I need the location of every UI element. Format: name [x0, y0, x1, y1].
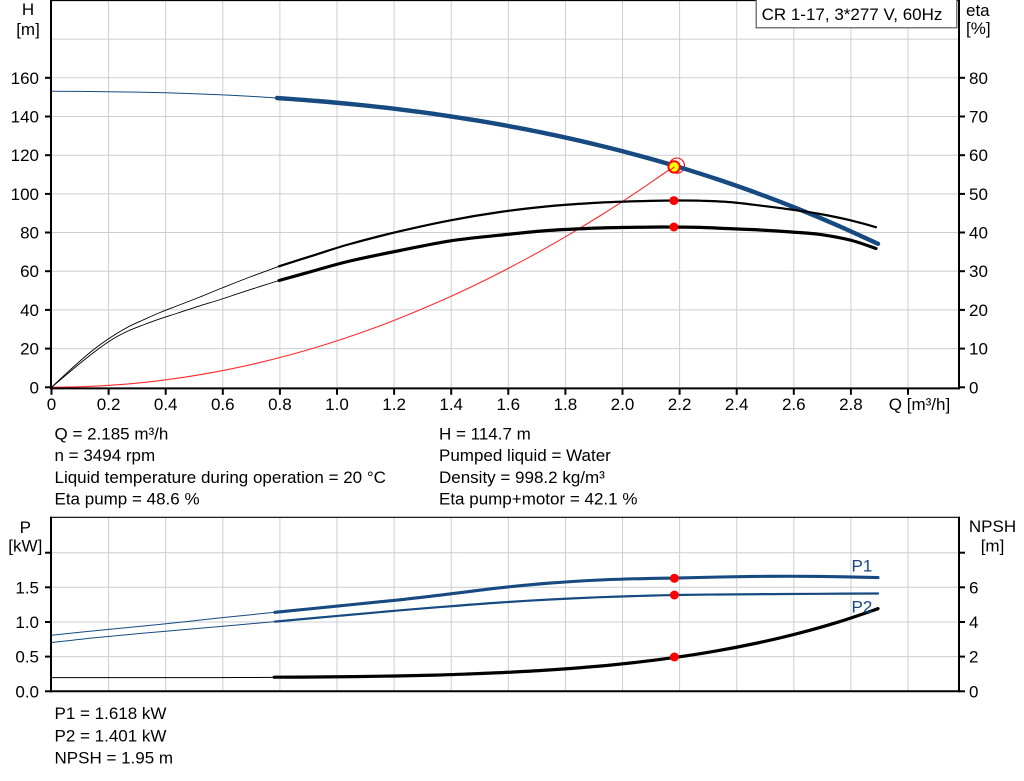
svg-text:0: 0	[47, 395, 56, 414]
svg-text:P: P	[20, 518, 31, 537]
svg-text:2: 2	[969, 648, 978, 667]
svg-text:Eta pump+motor = 42.1 %: Eta pump+motor = 42.1 %	[439, 490, 637, 509]
svg-text:40: 40	[969, 224, 988, 243]
svg-text:CR 1-17, 3*277 V, 60Hz: CR 1-17, 3*277 V, 60Hz	[762, 5, 943, 24]
svg-text:Eta pump = 48.6 %: Eta pump = 48.6 %	[55, 490, 200, 509]
svg-text:1.2: 1.2	[382, 395, 406, 414]
svg-text:70: 70	[969, 107, 988, 126]
svg-text:Q = 2.185 m³/h: Q = 2.185 m³/h	[55, 424, 169, 443]
svg-text:P2: P2	[852, 598, 873, 617]
svg-text:NPSH = 1.95 m: NPSH = 1.95 m	[55, 749, 174, 768]
svg-text:2.6: 2.6	[782, 395, 806, 414]
svg-text:[%]: [%]	[966, 19, 991, 38]
svg-text:0.2: 0.2	[97, 395, 121, 414]
svg-text:H = 114.7 m: H = 114.7 m	[439, 424, 531, 443]
svg-text:50: 50	[969, 185, 988, 204]
svg-text:0.0: 0.0	[15, 682, 39, 701]
svg-text:2.4: 2.4	[725, 395, 749, 414]
svg-text:120: 120	[11, 146, 39, 165]
svg-text:0.5: 0.5	[15, 648, 39, 667]
svg-text:1.0: 1.0	[325, 395, 349, 414]
svg-text:10: 10	[969, 340, 988, 359]
svg-text:0.6: 0.6	[211, 395, 235, 414]
svg-text:eta: eta	[966, 1, 990, 20]
svg-text:Liquid temperature during oper: Liquid temperature during operation = 20…	[55, 468, 386, 487]
svg-text:Density = 998.2 kg/m³: Density = 998.2 kg/m³	[439, 468, 605, 487]
svg-text:P2 = 1.401 kW: P2 = 1.401 kW	[55, 726, 167, 745]
svg-text:P1 = 1.618 kW: P1 = 1.618 kW	[55, 704, 167, 723]
svg-text:P1: P1	[852, 556, 873, 575]
svg-text:2.0: 2.0	[611, 395, 635, 414]
svg-text:n = 3494 rpm: n = 3494 rpm	[55, 446, 156, 465]
svg-text:30: 30	[969, 262, 988, 281]
svg-text:Q [m³/h]: Q [m³/h]	[889, 395, 950, 414]
svg-text:H: H	[22, 0, 34, 19]
svg-text:60: 60	[969, 146, 988, 165]
svg-text:80: 80	[969, 69, 988, 88]
svg-text:Pumped liquid = Water: Pumped liquid = Water	[439, 446, 611, 465]
svg-text:1.5: 1.5	[15, 578, 39, 597]
svg-text:NPSH: NPSH	[969, 517, 1016, 536]
svg-text:160: 160	[11, 69, 39, 88]
svg-text:1.8: 1.8	[554, 395, 578, 414]
svg-text:[kW]: [kW]	[8, 537, 42, 556]
svg-text:1.0: 1.0	[15, 613, 39, 632]
svg-text:40: 40	[20, 301, 39, 320]
svg-text:4: 4	[969, 613, 978, 632]
svg-text:0.4: 0.4	[154, 395, 178, 414]
svg-text:[m]: [m]	[981, 537, 1005, 556]
svg-text:60: 60	[20, 262, 39, 281]
svg-text:2.2: 2.2	[668, 395, 692, 414]
svg-text:20: 20	[20, 340, 39, 359]
svg-text:0.8: 0.8	[268, 395, 292, 414]
svg-text:0: 0	[969, 682, 978, 701]
svg-text:0: 0	[969, 378, 978, 397]
svg-text:6: 6	[969, 578, 978, 597]
svg-text:1.6: 1.6	[496, 395, 520, 414]
svg-text:0: 0	[30, 378, 39, 397]
svg-text:80: 80	[20, 224, 39, 243]
svg-text:100: 100	[11, 185, 39, 204]
svg-text:2.8: 2.8	[839, 395, 863, 414]
svg-text:140: 140	[11, 107, 39, 126]
svg-text:20: 20	[969, 301, 988, 320]
svg-text:1.4: 1.4	[439, 395, 463, 414]
svg-text:[m]: [m]	[16, 20, 40, 39]
